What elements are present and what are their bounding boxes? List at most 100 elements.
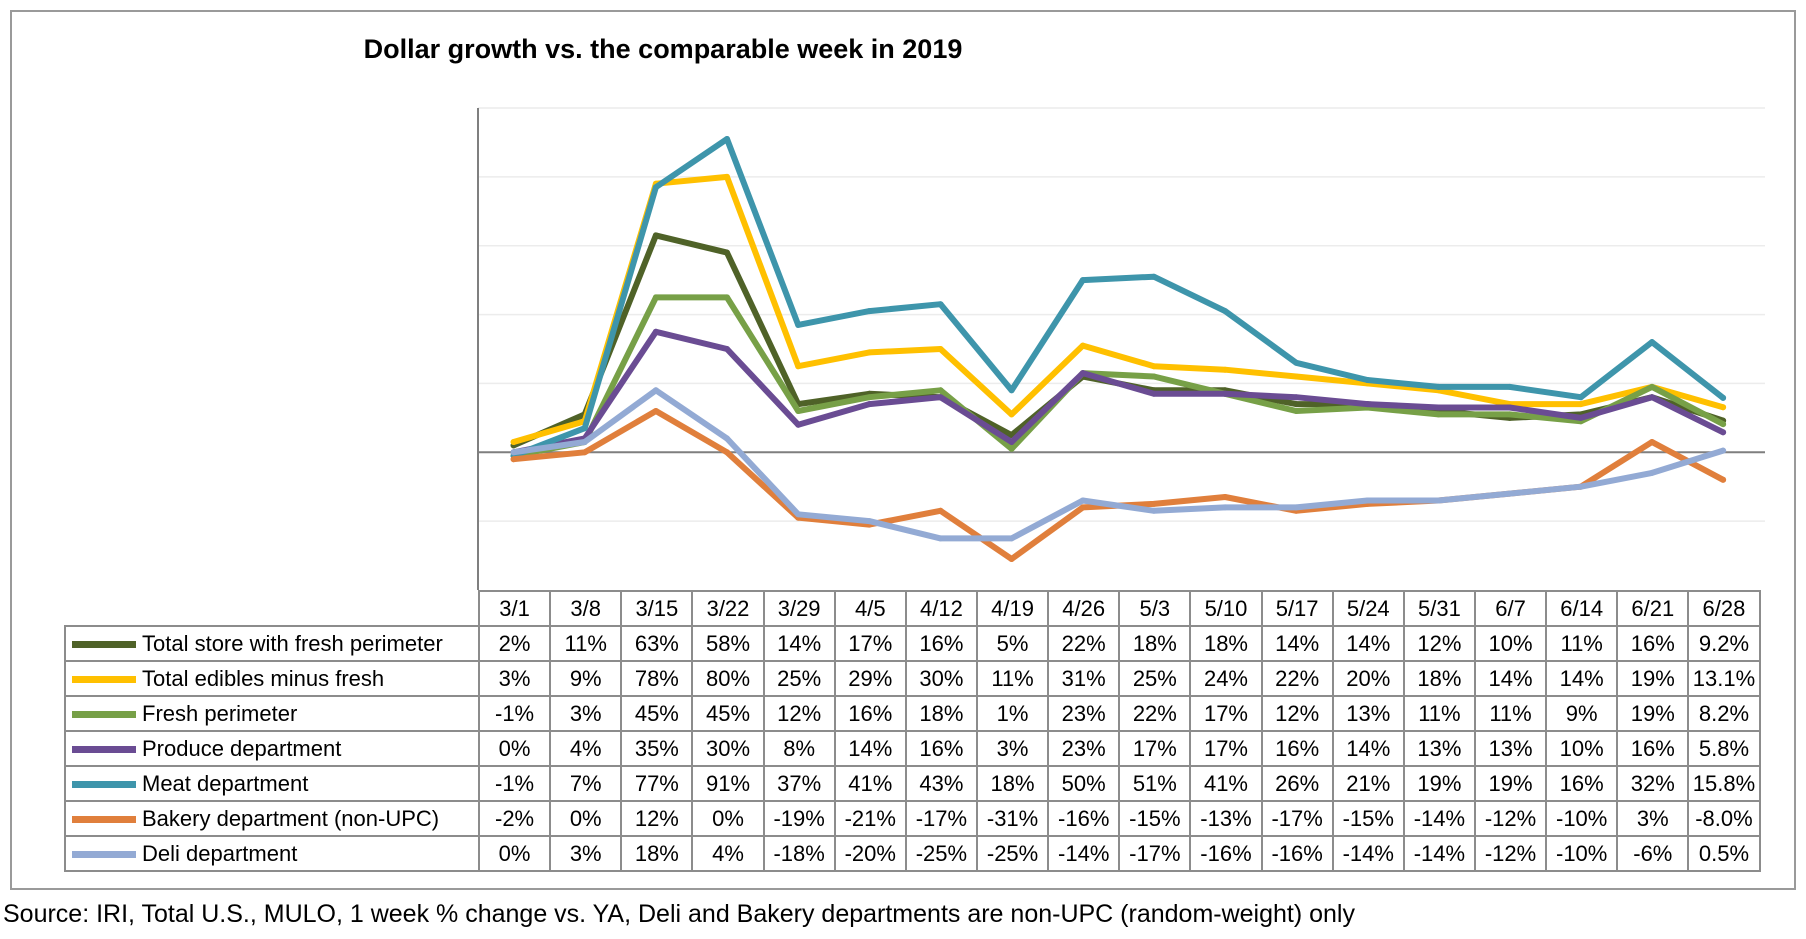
x-tick-label: 4/5 (833, 590, 907, 627)
data-point (1720, 421, 1727, 428)
data-label: 51% (1118, 765, 1192, 802)
data-label: 22% (1047, 625, 1121, 662)
data-point (724, 173, 730, 180)
data-point (937, 387, 944, 394)
data-label: 17% (1189, 730, 1263, 767)
data-label: -15% (1331, 800, 1405, 837)
data-point (652, 408, 659, 414)
data-label: 37% (762, 765, 836, 802)
data-point (1150, 507, 1157, 514)
table-row: Fresh perimeter -1% 3% 45% 45% 12% 16% 18% 1% 23%… (64, 695, 1761, 732)
data-point (1435, 411, 1442, 418)
data-label: -12% (1473, 800, 1548, 837)
data-point (1364, 497, 1371, 504)
data-label: 10% (1545, 730, 1619, 767)
data-label: 2% (477, 625, 552, 662)
data-label: -25% (975, 835, 1050, 872)
data-point (652, 232, 659, 239)
data-label: 19% (1616, 695, 1690, 732)
data-label: -13% (1189, 800, 1263, 837)
data-label: 18% (1189, 625, 1263, 662)
data-label: 3% (477, 660, 552, 697)
x-tick-label: 3/15 (620, 590, 694, 627)
data-label: 16% (1545, 765, 1619, 802)
data-point (1293, 401, 1300, 408)
series-name-label: Produce department (142, 736, 342, 762)
data-label: 11% (1402, 695, 1476, 732)
data-label: 41% (1189, 765, 1263, 802)
data-label: 18% (620, 835, 694, 872)
x-tick-label: 4/12 (904, 590, 978, 627)
data-label: -25% (904, 835, 978, 872)
data-point (1435, 383, 1442, 390)
legend-entry: Total store with fresh perimeter (64, 625, 480, 662)
data-point (1293, 408, 1300, 414)
data-label: 91% (691, 765, 765, 802)
data-label: 0% (549, 800, 623, 837)
data-point (1293, 504, 1300, 511)
data-point (652, 387, 659, 394)
series-line-5 (510, 408, 1727, 562)
data-point (795, 421, 802, 428)
data-label: 58% (691, 625, 765, 662)
data-label: -10% (1545, 835, 1619, 872)
data-point (1222, 494, 1229, 500)
data-label: 31% (1047, 660, 1121, 697)
data-label: 1% (975, 695, 1050, 732)
data-point (1364, 377, 1371, 383)
series-name-label: Fresh perimeter (142, 701, 298, 727)
data-point (1150, 373, 1157, 380)
data-point (795, 363, 802, 370)
legend-swatch (72, 745, 136, 753)
data-label: 22% (1260, 660, 1334, 697)
data-point (866, 394, 873, 401)
legend-swatch (72, 675, 136, 683)
chart-title: Dollar growth vs. the comparable week in… (363, 34, 963, 64)
table-row: Total edibles minus fresh 3% 9% 78% 80% 25% 29… (64, 660, 1761, 697)
data-label: 4% (549, 730, 623, 767)
table-row: Produce department 0% 4% 35% 30% 8% 14% 16% 3% 23… (64, 730, 1761, 767)
x-tick-label: 4/26 (1047, 590, 1121, 627)
data-label: 17% (1118, 730, 1192, 767)
table-row: Deli department 0% 3% 18% 4% -18% -20% -25% -25%… (64, 835, 1761, 872)
x-tick-label: 3/1 (477, 590, 552, 627)
data-label: 25% (1118, 660, 1192, 697)
table-row: Bakery department (non-UPC) -2% 0% 12% 0% -19… (64, 800, 1761, 837)
data-point (724, 294, 730, 301)
data-point (1150, 363, 1157, 370)
data-point (1506, 411, 1513, 418)
data-label: -10% (1545, 800, 1619, 837)
data-label: -31% (975, 800, 1050, 837)
data-point (1008, 439, 1015, 445)
source-note: Source: IRI, Total U.S., MULO, 1 week % … (3, 900, 1355, 928)
data-label: 16% (1616, 730, 1690, 767)
data-point (937, 301, 944, 308)
table-header-row: 3/1 3/8 3/15 3/22 3/29 4/5 4/12 4/19 4/26 5/3 5/10… (65, 590, 1761, 627)
data-point (1293, 359, 1300, 366)
data-label: 35% (620, 730, 694, 767)
legend-entry: Total edibles minus fresh (64, 660, 480, 697)
data-point (937, 507, 944, 514)
legend-swatch (72, 815, 136, 823)
data-label: 9% (1545, 695, 1619, 732)
data-point (581, 439, 588, 445)
data-point (1293, 373, 1300, 380)
data-point (1222, 366, 1229, 373)
data-label: -17% (904, 800, 978, 837)
data-label: -6% (1616, 835, 1690, 872)
data-point (1079, 497, 1086, 504)
data-label: 13% (1473, 730, 1548, 767)
data-label: 11% (1545, 625, 1619, 662)
data-point (1079, 277, 1086, 284)
data-label: 3% (975, 730, 1050, 767)
data-point (1649, 439, 1655, 445)
data-label: 5.8% (1687, 730, 1761, 767)
data-label: -2% (477, 800, 552, 837)
data-label: 4% (691, 835, 765, 872)
data-label: -14% (1047, 835, 1121, 872)
data-label: -21% (833, 800, 907, 837)
x-tick-label: 5/3 (1118, 590, 1192, 627)
data-point (1008, 411, 1015, 418)
data-label: 24% (1189, 660, 1263, 697)
data-label: 63% (620, 625, 694, 662)
